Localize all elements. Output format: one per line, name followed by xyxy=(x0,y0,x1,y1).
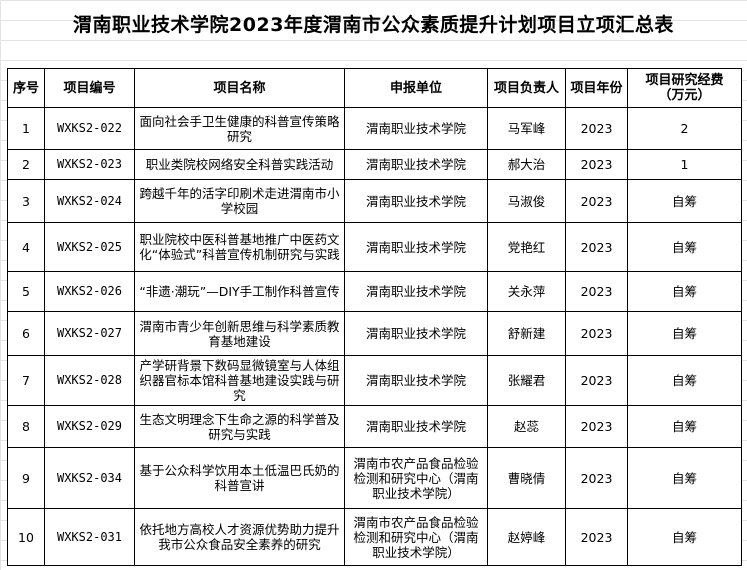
header-no: 序号 xyxy=(7,68,45,108)
cell-name: 职业院校中医科普基地推广中医药文化“体验式”科普宣传机制研究与实践 xyxy=(134,222,345,272)
cell-leader: 关永萍 xyxy=(487,271,566,312)
cell-no: 8 xyxy=(7,405,45,448)
table-row: 10 WXKS2-031 依托地方高校人才资源优势助力提升我市公众食品安全素养的研究… xyxy=(7,508,742,566)
table-row: 4 WXKS2-025 职业院校中医科普基地推广中医药文化“体验式”科普宣传机制研究… xyxy=(7,222,742,272)
page-title: 渭南职业技术学院2023年度渭南市公众素质提升计划项目立项汇总表 xyxy=(73,14,674,36)
cell-name: 面向社会手卫生健康的科普宣传策略研究 xyxy=(134,107,345,150)
cell-code: WXKS2-027 xyxy=(44,311,135,356)
cell-code: WXKS2-025 xyxy=(44,222,135,272)
cell-code: WXKS2-023 xyxy=(44,149,135,180)
cell-code: WXKS2-031 xyxy=(44,508,135,566)
cell-name: 渭南市青少年创新思维与科学素质教育基地建设 xyxy=(134,311,345,356)
cell-unit: 渭南职业技术学院 xyxy=(344,405,488,448)
cell-code: WXKS2-024 xyxy=(44,179,135,223)
cell-fund: 自筹 xyxy=(627,447,742,509)
cell-leader: 党艳红 xyxy=(487,222,566,272)
cell-code: WXKS2-026 xyxy=(44,271,135,312)
table-row: 5 WXKS2-026 “非遗·潮玩”—DIY手工制作科普宣传 渭南职业技术学院 关永萍… xyxy=(7,271,742,312)
cell-no: 9 xyxy=(7,447,45,509)
table-row: 3 WXKS2-024 跨越千年的活字印刷术走进渭南市小学校园 渭南职业技术学院 马淑俊… xyxy=(7,179,742,223)
cell-year: 2023 xyxy=(565,508,628,566)
cell-unit: 渭南职业技术学院 xyxy=(344,222,488,272)
cell-year: 2023 xyxy=(565,107,628,150)
project-table: 序号 项目编号 项目名称 申报单位 项目负责人 项目年份 项目研究经费（万元） … xyxy=(7,68,742,566)
cell-leader: 赵婷峰 xyxy=(487,508,566,566)
cell-no: 7 xyxy=(7,355,45,406)
header-year: 项目年份 xyxy=(565,68,628,108)
header-name: 项目名称 xyxy=(134,68,345,108)
cell-no: 6 xyxy=(7,311,45,356)
cell-unit: 渭南职业技术学院 xyxy=(344,149,488,180)
cell-leader: 马淑俊 xyxy=(487,179,566,223)
header-leader: 项目负责人 xyxy=(487,68,566,108)
cell-year: 2023 xyxy=(565,149,628,180)
cell-year: 2023 xyxy=(565,447,628,509)
table-row: 6 WXKS2-027 渭南市青少年创新思维与科学素质教育基地建设 渭南职业技术学院舒… xyxy=(7,311,742,356)
cell-year: 2023 xyxy=(565,222,628,272)
cell-no: 4 xyxy=(7,222,45,272)
table-row: 8 WXKS2-029 生态文明理念下生命之源的科学普及研究与实践 渭南职业技术学院赵… xyxy=(7,405,742,448)
cell-unit: 渭南职业技术学院 xyxy=(344,271,488,312)
cell-no: 5 xyxy=(7,271,45,312)
cell-code: WXKS2-029 xyxy=(44,405,135,448)
cell-leader: 郝大治 xyxy=(487,149,566,180)
cell-year: 2023 xyxy=(565,271,628,312)
cell-no: 2 xyxy=(7,149,45,180)
cell-leader: 曹晓倩 xyxy=(487,447,566,509)
cell-fund: 自筹 xyxy=(627,311,742,356)
header-unit: 申报单位 xyxy=(344,68,488,108)
cell-name: 跨越千年的活字印刷术走进渭南市小学校园 xyxy=(134,179,345,223)
cell-name: 基于公众科学饮用本土低温巴氏奶的科普宣讲 xyxy=(134,447,345,509)
cell-year: 2023 xyxy=(565,311,628,356)
cell-name: 产学研背景下数码显微镜室与人体组织器官标本馆科普基地建设实践与研究 xyxy=(134,355,345,406)
cell-fund: 自筹 xyxy=(627,271,742,312)
cell-unit: 渭南职业技术学院 xyxy=(344,355,488,406)
cell-no: 10 xyxy=(7,508,45,566)
cell-unit: 渭南职业技术学院 xyxy=(344,179,488,223)
cell-fund: 自筹 xyxy=(627,508,742,566)
cell-code: WXKS2-034 xyxy=(44,447,135,509)
table-row: 9 WXKS2-034 基于公众科学饮用本土低温巴氏奶的科普宣讲 渭南市农产品食品检验… xyxy=(7,447,742,509)
header-row: 序号 项目编号 项目名称 申报单位 项目负责人 项目年份 项目研究经费（万元） xyxy=(7,68,742,108)
cell-fund: 自筹 xyxy=(627,179,742,223)
cell-name: “非遗·潮玩”—DIY手工制作科普宣传 xyxy=(134,271,345,312)
cell-no: 3 xyxy=(7,179,45,223)
cell-name: 依托地方高校人才资源优势助力提升我市公众食品安全素养的研究 xyxy=(134,508,345,566)
cell-fund: 2 xyxy=(627,107,742,150)
cell-name: 生态文明理念下生命之源的科学普及研究与实践 xyxy=(134,405,345,448)
cell-code: WXKS2-022 xyxy=(44,107,135,150)
cell-leader: 舒新建 xyxy=(487,311,566,356)
cell-leader: 张耀君 xyxy=(487,355,566,406)
cell-unit: 渭南职业技术学院 xyxy=(344,107,488,150)
cell-leader: 马军峰 xyxy=(487,107,566,150)
cell-fund: 自筹 xyxy=(627,405,742,448)
cell-year: 2023 xyxy=(565,355,628,406)
cell-fund: 1 xyxy=(627,149,742,180)
cell-name: 职业类院校网络安全科普实践活动 xyxy=(134,149,345,180)
header-fund: 项目研究经费（万元） xyxy=(627,68,742,108)
cell-unit: 渭南市农产品食品检验检测和研究中心（渭南职业技术学院） xyxy=(344,447,488,509)
table-row: 7 WXKS2-028 产学研背景下数码显微镜室与人体组织器官标本馆科普基地建设实践… xyxy=(7,355,742,406)
cell-year: 2023 xyxy=(565,179,628,223)
cell-code: WXKS2-028 xyxy=(44,355,135,406)
cell-no: 1 xyxy=(7,107,45,150)
cell-unit: 渭南职业技术学院 xyxy=(344,311,488,356)
cell-leader: 赵蕊 xyxy=(487,405,566,448)
header-code: 项目编号 xyxy=(44,68,135,108)
cell-unit: 渭南市农产品食品检验检测和研究中心（渭南职业技术学院） xyxy=(344,508,488,566)
cell-year: 2023 xyxy=(565,405,628,448)
table-row: 1 WXKS2-022 面向社会手卫生健康的科普宣传策略研究 渭南职业技术学院 马军峰 2… xyxy=(7,107,742,150)
cell-fund: 自筹 xyxy=(627,222,742,272)
table-row: 2 WXKS2-023 职业类院校网络安全科普实践活动 渭南职业技术学院 郝大治 2023… xyxy=(7,149,742,180)
cell-fund: 自筹 xyxy=(627,355,742,406)
